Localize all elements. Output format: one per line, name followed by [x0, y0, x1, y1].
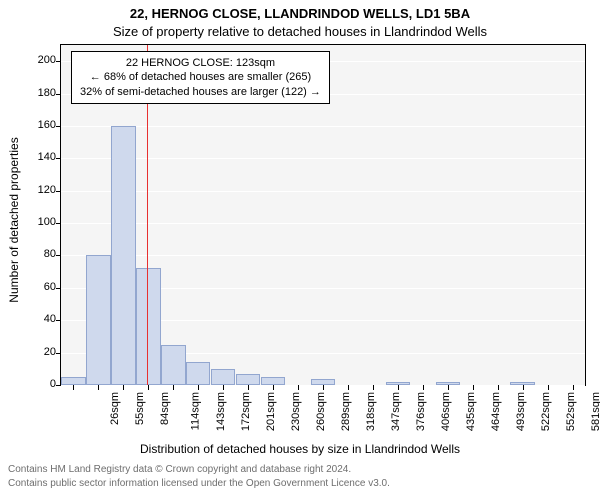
y-tick-mark — [56, 385, 61, 386]
x-tick-mark — [98, 385, 99, 390]
x-tick-label: 230sqm — [290, 392, 302, 431]
x-tick-label: 406sqm — [440, 392, 452, 431]
x-tick-label: 55sqm — [134, 392, 146, 425]
footnote-line1: Contains HM Land Registry data © Crown c… — [8, 464, 351, 475]
y-gridline — [61, 255, 585, 256]
x-tick-mark — [498, 385, 499, 390]
x-tick-mark — [123, 385, 124, 390]
y-gridline — [61, 191, 585, 192]
y-gridline — [61, 158, 585, 159]
y-tick-mark — [56, 255, 61, 256]
x-axis-label: Distribution of detached houses by size … — [0, 442, 600, 456]
x-tick-mark — [223, 385, 224, 390]
x-tick-label: 201sqm — [265, 392, 277, 431]
x-tick-mark — [423, 385, 424, 390]
x-tick-mark — [323, 385, 324, 390]
x-tick-label: 260sqm — [315, 392, 327, 431]
x-tick-mark — [148, 385, 149, 390]
x-tick-label: 522sqm — [540, 392, 552, 431]
x-tick-label: 347sqm — [390, 392, 402, 431]
x-tick-mark — [373, 385, 374, 390]
x-tick-mark — [73, 385, 74, 390]
y-tick-mark — [56, 94, 61, 95]
y-tick-label: 200 — [26, 54, 56, 66]
y-gridline — [61, 126, 585, 127]
y-tick-mark — [56, 320, 61, 321]
x-tick-label: 172sqm — [240, 392, 252, 431]
y-tick-label: 180 — [26, 87, 56, 99]
y-tick-label: 100 — [26, 216, 56, 228]
x-tick-mark — [348, 385, 349, 390]
x-tick-mark — [523, 385, 524, 390]
y-tick-label: 120 — [26, 184, 56, 196]
y-tick-label: 20 — [26, 346, 56, 358]
y-tick-label: 80 — [26, 248, 56, 260]
x-tick-label: 318sqm — [365, 392, 377, 431]
x-tick-label: 493sqm — [515, 392, 527, 431]
x-tick-mark — [198, 385, 199, 390]
histogram-bar — [261, 377, 285, 385]
y-tick-mark — [56, 126, 61, 127]
chart-container: { "chart": { "type": "histogram", "title… — [0, 0, 600, 500]
histogram-bar — [61, 377, 85, 385]
histogram-bar — [236, 374, 260, 385]
x-tick-label: 552sqm — [565, 392, 577, 431]
plot-area: 22 HERNOG CLOSE: 123sqm← 68% of detached… — [60, 44, 586, 386]
x-tick-label: 26sqm — [110, 392, 122, 425]
x-tick-mark — [398, 385, 399, 390]
y-tick-label: 160 — [26, 119, 56, 131]
chart-title-line1: 22, HERNOG CLOSE, LLANDRINDOD WELLS, LD1… — [0, 6, 600, 21]
histogram-bar — [86, 255, 110, 385]
y-tick-mark — [56, 353, 61, 354]
histogram-bar — [111, 126, 135, 385]
x-tick-label: 464sqm — [490, 392, 502, 431]
y-tick-label: 0 — [26, 378, 56, 390]
y-tick-mark — [56, 223, 61, 224]
x-tick-label: 143sqm — [215, 392, 227, 431]
y-tick-mark — [56, 61, 61, 62]
annotation-line: 32% of semi-detached houses are larger (… — [80, 85, 321, 99]
y-tick-mark — [56, 191, 61, 192]
x-tick-mark — [548, 385, 549, 390]
x-tick-mark — [573, 385, 574, 390]
x-tick-mark — [473, 385, 474, 390]
x-tick-label: 84sqm — [159, 392, 171, 425]
y-tick-mark — [56, 158, 61, 159]
y-tick-mark — [56, 288, 61, 289]
x-tick-label: 114sqm — [190, 392, 202, 430]
x-tick-mark — [298, 385, 299, 390]
x-tick-label: 289sqm — [340, 392, 352, 431]
annotation-box: 22 HERNOG CLOSE: 123sqm← 68% of detached… — [71, 51, 330, 104]
y-tick-label: 60 — [26, 281, 56, 293]
annotation-line: ← 68% of detached houses are smaller (26… — [80, 70, 321, 84]
x-tick-label: 581sqm — [590, 392, 600, 431]
histogram-bar — [186, 362, 210, 385]
x-tick-mark — [448, 385, 449, 390]
histogram-bar — [161, 345, 185, 385]
y-gridline — [61, 223, 585, 224]
y-tick-label: 40 — [26, 313, 56, 325]
x-tick-mark — [273, 385, 274, 390]
x-tick-mark — [173, 385, 174, 390]
x-tick-mark — [248, 385, 249, 390]
y-axis-label: Number of detached properties — [7, 137, 21, 302]
footnote-line2: Contains public sector information licen… — [8, 478, 390, 489]
y-tick-label: 140 — [26, 151, 56, 163]
x-tick-label: 376sqm — [415, 392, 427, 431]
histogram-bar — [211, 369, 235, 385]
x-tick-label: 435sqm — [465, 392, 477, 431]
annotation-line: 22 HERNOG CLOSE: 123sqm — [80, 56, 321, 70]
chart-title-line2: Size of property relative to detached ho… — [0, 24, 600, 39]
